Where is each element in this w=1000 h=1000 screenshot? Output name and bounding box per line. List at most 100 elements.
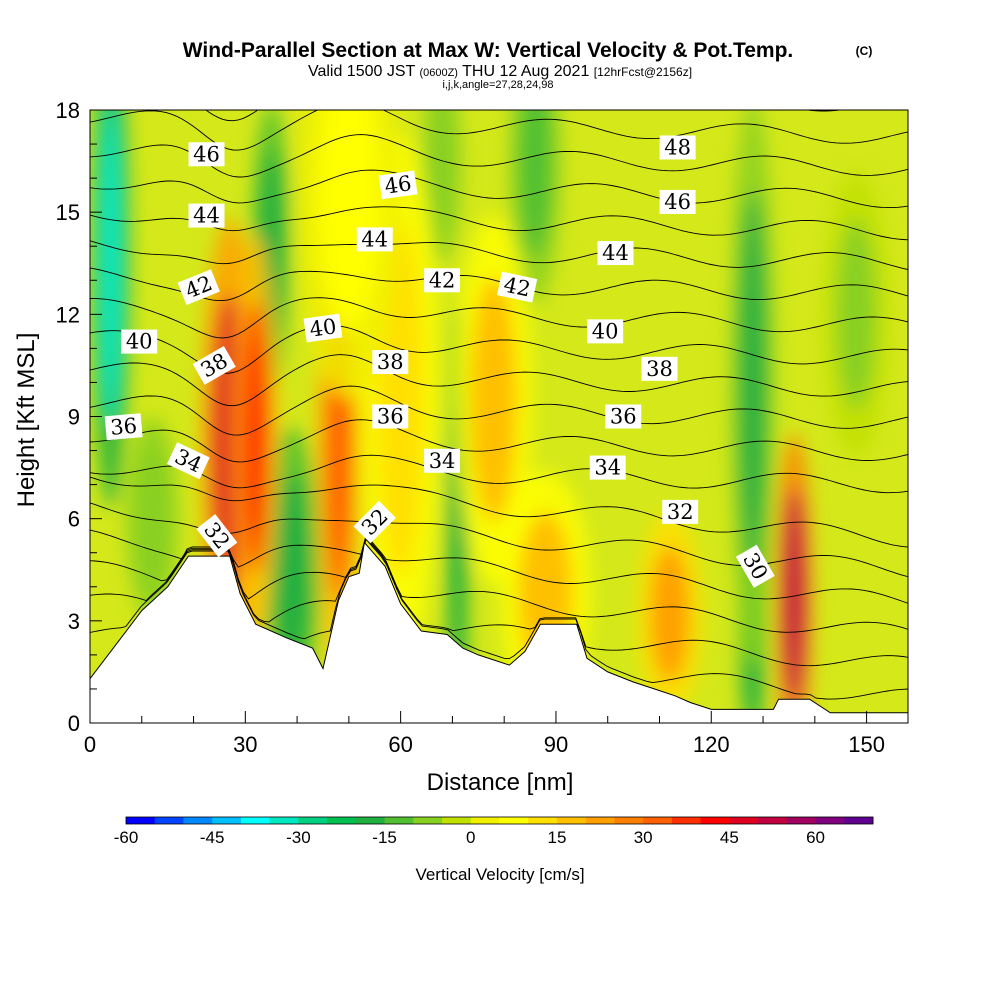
contour-label: 36 [104,413,143,441]
theta-contour [90,354,908,407]
colorbar-ticks: -60 -45 -30 -15 0 15 30 45 60 [114,828,825,847]
colorbar-swatch [556,817,587,824]
forecast-info: [12hrFcst@2156z] [594,65,692,79]
contour-label-box [424,448,461,473]
y-tick-label: 3 [68,609,80,634]
colorbar-swatch [240,817,271,824]
downdraft-cell [99,110,123,427]
theta-contour [90,267,908,302]
contour-label-box [735,544,775,588]
contour-label-box [121,329,158,354]
colorbar-swatch [212,817,242,824]
plot-area: 4644424038363432464442403836343242484644… [90,110,908,723]
valid-zulu: (0600Z) [419,67,458,79]
contour-label-text: 32 [667,500,694,524]
contour-label-box [372,350,409,375]
contour-label-box [353,500,396,544]
x-tick-label: 90 [544,732,568,757]
contour-label: 36 [372,404,409,429]
colorbar-swatch [384,817,414,824]
x-tick-label: 0 [84,732,96,757]
theta-contour [90,476,908,548]
contour-label: 44 [356,227,393,252]
colorbar-swatch [671,817,702,824]
x-axis-label: Distance [nm] [427,769,574,796]
valid-date: THU 12 Aug 2021 [462,63,589,80]
theta-contour [90,297,908,339]
contour-label-text: 44 [361,227,388,251]
colorbar-swatch [614,817,644,824]
downdraft-cell [136,450,168,587]
contour-label-text: 38 [377,350,404,374]
theta-contour [90,385,908,436]
grid-indices: i,j,k,angle=27,28,24,98 [442,79,553,91]
contour-label: 38 [641,356,678,381]
contour-label-text: 42 [502,273,533,302]
contour-label-text: 34 [594,456,621,480]
contour-labels: 4644424038363432464442403836343242484644… [104,135,775,588]
contour-label-text: 44 [602,241,629,265]
colorbar-tick-label: -15 [372,828,397,847]
theta-contour [205,110,843,122]
contour-label-box [497,271,538,303]
colorbar-swatch [528,817,558,824]
colorbar-swatch [183,817,213,824]
contour-label-box [605,404,642,429]
colorbar-tick-label: 15 [548,828,567,847]
theta-contour [90,206,908,241]
contour-label-box [303,313,343,343]
contour-label-box [378,170,418,200]
contour-label-text: 40 [126,330,153,354]
contour-label-box [659,135,696,160]
chart-title-suffix: (C) [856,44,873,58]
y-tick-label: 18 [56,98,80,123]
contour-label-box [177,269,220,305]
colorbar-swatch [786,817,817,824]
theta-contour [90,324,908,374]
contour-label-text: 42 [429,268,456,292]
terrain-mask [90,541,908,723]
colorbar-swatch [758,817,788,824]
x-tick-label: 150 [848,732,885,757]
contour-label: 48 [659,135,696,160]
updraft-cell [470,276,518,523]
colorbar-swatch [585,817,615,824]
colorbar-frame [125,816,874,825]
contour-label: 44 [188,203,225,228]
contour-label-box [589,455,626,480]
contour-label-box [104,413,143,441]
theta-contour [90,454,908,494]
downdraft-cell [519,110,551,257]
contour-label: 36 [605,404,642,429]
colorbar-tick-label: 60 [806,828,825,847]
contour-label-text: 36 [109,414,138,440]
contour-label-text: 40 [308,314,338,341]
theta-contour [90,134,908,178]
contour-label-text: 34 [429,449,456,473]
contour-label-text: 46 [383,171,413,198]
contour-label: 46 [378,170,418,200]
contour-label: 42 [424,268,461,293]
y-tick-label: 12 [56,302,80,327]
colorbar-swatch [327,817,357,824]
contour-label-box [356,227,393,252]
contour-label-box [372,404,409,429]
colorbar-swatch [643,817,673,824]
y-axis: 0 3 6 9 12 15 18 [56,98,102,736]
contour-label-text: 46 [193,142,220,166]
downdraft-cell [430,110,454,230]
contour-label: 46 [659,189,696,214]
contour-label-box [166,442,210,480]
x-tick-label: 60 [388,732,412,757]
contour-label-box [188,203,225,228]
contour-label-text: 36 [610,405,637,429]
updraft-cell [783,488,805,706]
x-axis: 0 30 60 90 120 150 [84,711,885,757]
contour-label: 34 [424,448,461,473]
valid-prefix: Valid 1500 JST [308,63,416,80]
colorbar-swatch [126,817,156,824]
downdraft-cell [739,191,767,574]
contour-label: 40 [121,329,158,354]
contour-label-text: 46 [664,190,691,214]
downdraft-cell [274,474,310,666]
